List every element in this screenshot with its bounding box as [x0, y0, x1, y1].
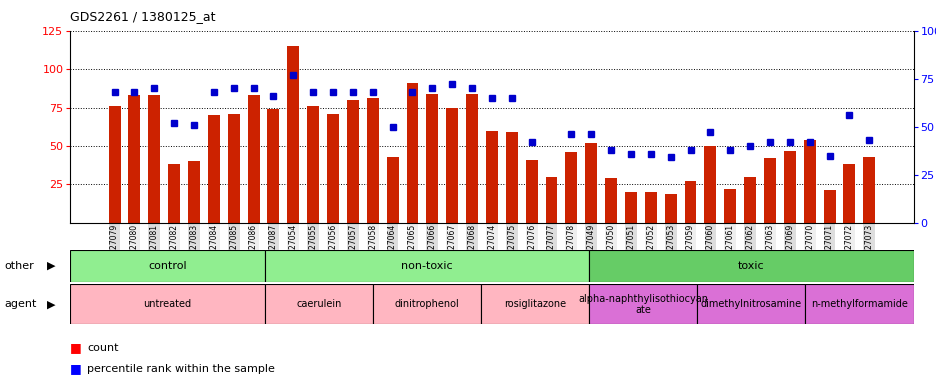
Text: ▶: ▶ [47, 261, 55, 271]
Bar [346, 100, 358, 223]
Text: ■: ■ [70, 362, 82, 375]
Text: GDS2261 / 1380125_at: GDS2261 / 1380125_at [70, 10, 215, 23]
Bar [589, 250, 913, 282]
Text: alpha-naphthylisothiocyan
ate: alpha-naphthylisothiocyan ate [578, 293, 708, 315]
Text: toxic: toxic [738, 261, 764, 271]
Bar [763, 158, 775, 223]
Text: untreated: untreated [143, 299, 192, 310]
Bar [208, 115, 220, 223]
Text: ■: ■ [70, 341, 82, 354]
Bar [486, 131, 497, 223]
Bar [525, 160, 537, 223]
Bar [366, 98, 378, 223]
Bar [148, 95, 160, 223]
Bar [805, 284, 913, 324]
Bar [862, 157, 874, 223]
Text: non-toxic: non-toxic [401, 261, 452, 271]
Bar [406, 83, 418, 223]
Bar [842, 164, 855, 223]
Text: dimethylnitrosamine: dimethylnitrosamine [700, 299, 801, 310]
Bar [265, 284, 373, 324]
Bar [605, 178, 617, 223]
Text: caerulein: caerulein [296, 299, 342, 310]
Bar [267, 109, 279, 223]
Bar [168, 164, 180, 223]
Bar [480, 284, 589, 324]
Bar [823, 190, 835, 223]
Bar [227, 114, 240, 223]
Bar [564, 152, 577, 223]
Bar [696, 284, 805, 324]
Bar [724, 189, 736, 223]
Bar [465, 94, 477, 223]
Text: count: count [87, 343, 119, 353]
Bar [545, 177, 557, 223]
Bar [743, 177, 755, 223]
Bar [684, 181, 695, 223]
Bar [70, 284, 265, 324]
Bar [109, 106, 121, 223]
Bar [585, 143, 596, 223]
Text: agent: agent [5, 299, 37, 310]
Text: ▶: ▶ [47, 299, 55, 310]
Bar [128, 95, 140, 223]
Bar [307, 106, 319, 223]
Bar [505, 132, 518, 223]
Bar [783, 151, 795, 223]
Bar [287, 46, 299, 223]
Bar [644, 192, 656, 223]
Bar [247, 95, 259, 223]
Bar [265, 250, 589, 282]
Bar [387, 157, 398, 223]
Bar [446, 108, 458, 223]
Text: percentile rank within the sample: percentile rank within the sample [87, 364, 275, 374]
Bar [70, 250, 265, 282]
Bar [664, 194, 676, 223]
Bar [426, 94, 438, 223]
Bar [589, 284, 696, 324]
Bar [327, 114, 339, 223]
Bar [803, 140, 815, 223]
Text: dinitrophenol: dinitrophenol [394, 299, 459, 310]
Bar [373, 284, 480, 324]
Text: control: control [148, 261, 186, 271]
Text: rosiglitazone: rosiglitazone [504, 299, 565, 310]
Bar [624, 192, 636, 223]
Text: other: other [5, 261, 35, 271]
Bar [188, 161, 199, 223]
Text: n-methylformamide: n-methylformamide [811, 299, 907, 310]
Bar [704, 146, 716, 223]
